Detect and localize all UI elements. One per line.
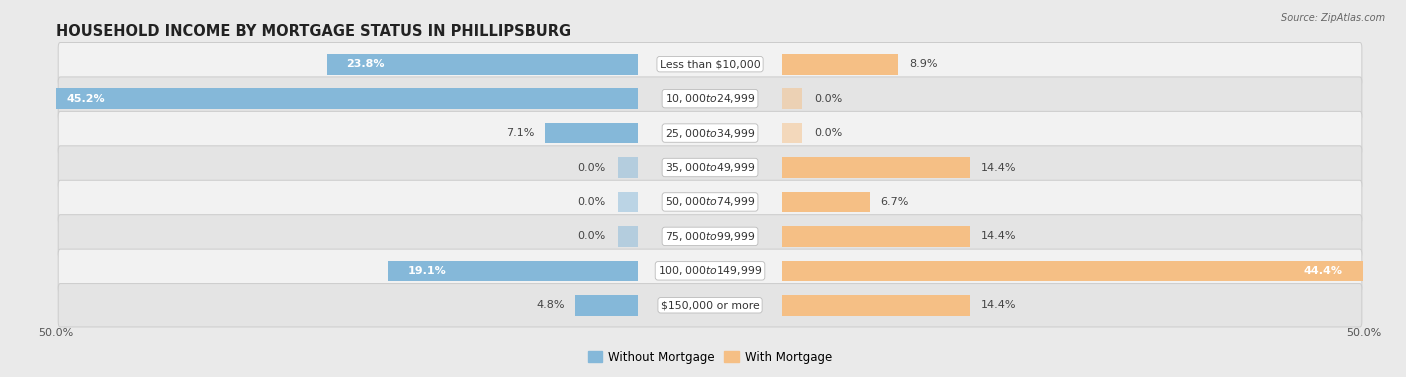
FancyBboxPatch shape [58, 77, 1362, 120]
FancyBboxPatch shape [58, 215, 1362, 258]
FancyBboxPatch shape [58, 43, 1362, 86]
Text: 45.2%: 45.2% [66, 93, 105, 104]
Text: $75,000 to $99,999: $75,000 to $99,999 [665, 230, 755, 243]
Bar [782, 157, 970, 178]
Text: 7.1%: 7.1% [506, 128, 534, 138]
Text: Less than $10,000: Less than $10,000 [659, 59, 761, 69]
Text: 4.8%: 4.8% [536, 300, 565, 310]
Bar [46, 88, 638, 109]
FancyBboxPatch shape [58, 180, 1362, 224]
Text: 0.0%: 0.0% [578, 162, 606, 173]
Bar [782, 123, 801, 143]
Bar [619, 192, 638, 212]
Text: $150,000 or more: $150,000 or more [661, 300, 759, 310]
Text: $50,000 to $74,999: $50,000 to $74,999 [665, 195, 755, 208]
Text: 14.4%: 14.4% [981, 300, 1017, 310]
Bar [328, 54, 638, 75]
FancyBboxPatch shape [58, 249, 1362, 293]
Bar [782, 295, 970, 316]
FancyBboxPatch shape [58, 146, 1362, 189]
Text: 14.4%: 14.4% [981, 231, 1017, 241]
Bar [619, 157, 638, 178]
Text: 14.4%: 14.4% [981, 162, 1017, 173]
Text: 0.0%: 0.0% [578, 231, 606, 241]
Bar [388, 261, 638, 281]
FancyBboxPatch shape [58, 284, 1362, 327]
Bar [619, 226, 638, 247]
Bar [782, 54, 898, 75]
Text: 23.8%: 23.8% [346, 59, 385, 69]
Text: $100,000 to $149,999: $100,000 to $149,999 [658, 264, 762, 277]
Bar [782, 261, 1362, 281]
Bar [782, 88, 801, 109]
Text: $25,000 to $34,999: $25,000 to $34,999 [665, 127, 755, 139]
Bar [546, 123, 638, 143]
Text: $10,000 to $24,999: $10,000 to $24,999 [665, 92, 755, 105]
Legend: Without Mortgage, With Mortgage: Without Mortgage, With Mortgage [583, 346, 837, 369]
Text: 0.0%: 0.0% [814, 93, 842, 104]
Text: 44.4%: 44.4% [1303, 266, 1343, 276]
Text: 19.1%: 19.1% [408, 266, 447, 276]
Text: 0.0%: 0.0% [814, 128, 842, 138]
Bar [575, 295, 638, 316]
Text: 0.0%: 0.0% [578, 197, 606, 207]
FancyBboxPatch shape [58, 111, 1362, 155]
Text: HOUSEHOLD INCOME BY MORTGAGE STATUS IN PHILLIPSBURG: HOUSEHOLD INCOME BY MORTGAGE STATUS IN P… [56, 23, 571, 38]
Bar [782, 226, 970, 247]
Text: Source: ZipAtlas.com: Source: ZipAtlas.com [1281, 13, 1385, 23]
Bar [782, 192, 869, 212]
Text: 6.7%: 6.7% [880, 197, 908, 207]
Text: $35,000 to $49,999: $35,000 to $49,999 [665, 161, 755, 174]
Text: 8.9%: 8.9% [908, 59, 938, 69]
